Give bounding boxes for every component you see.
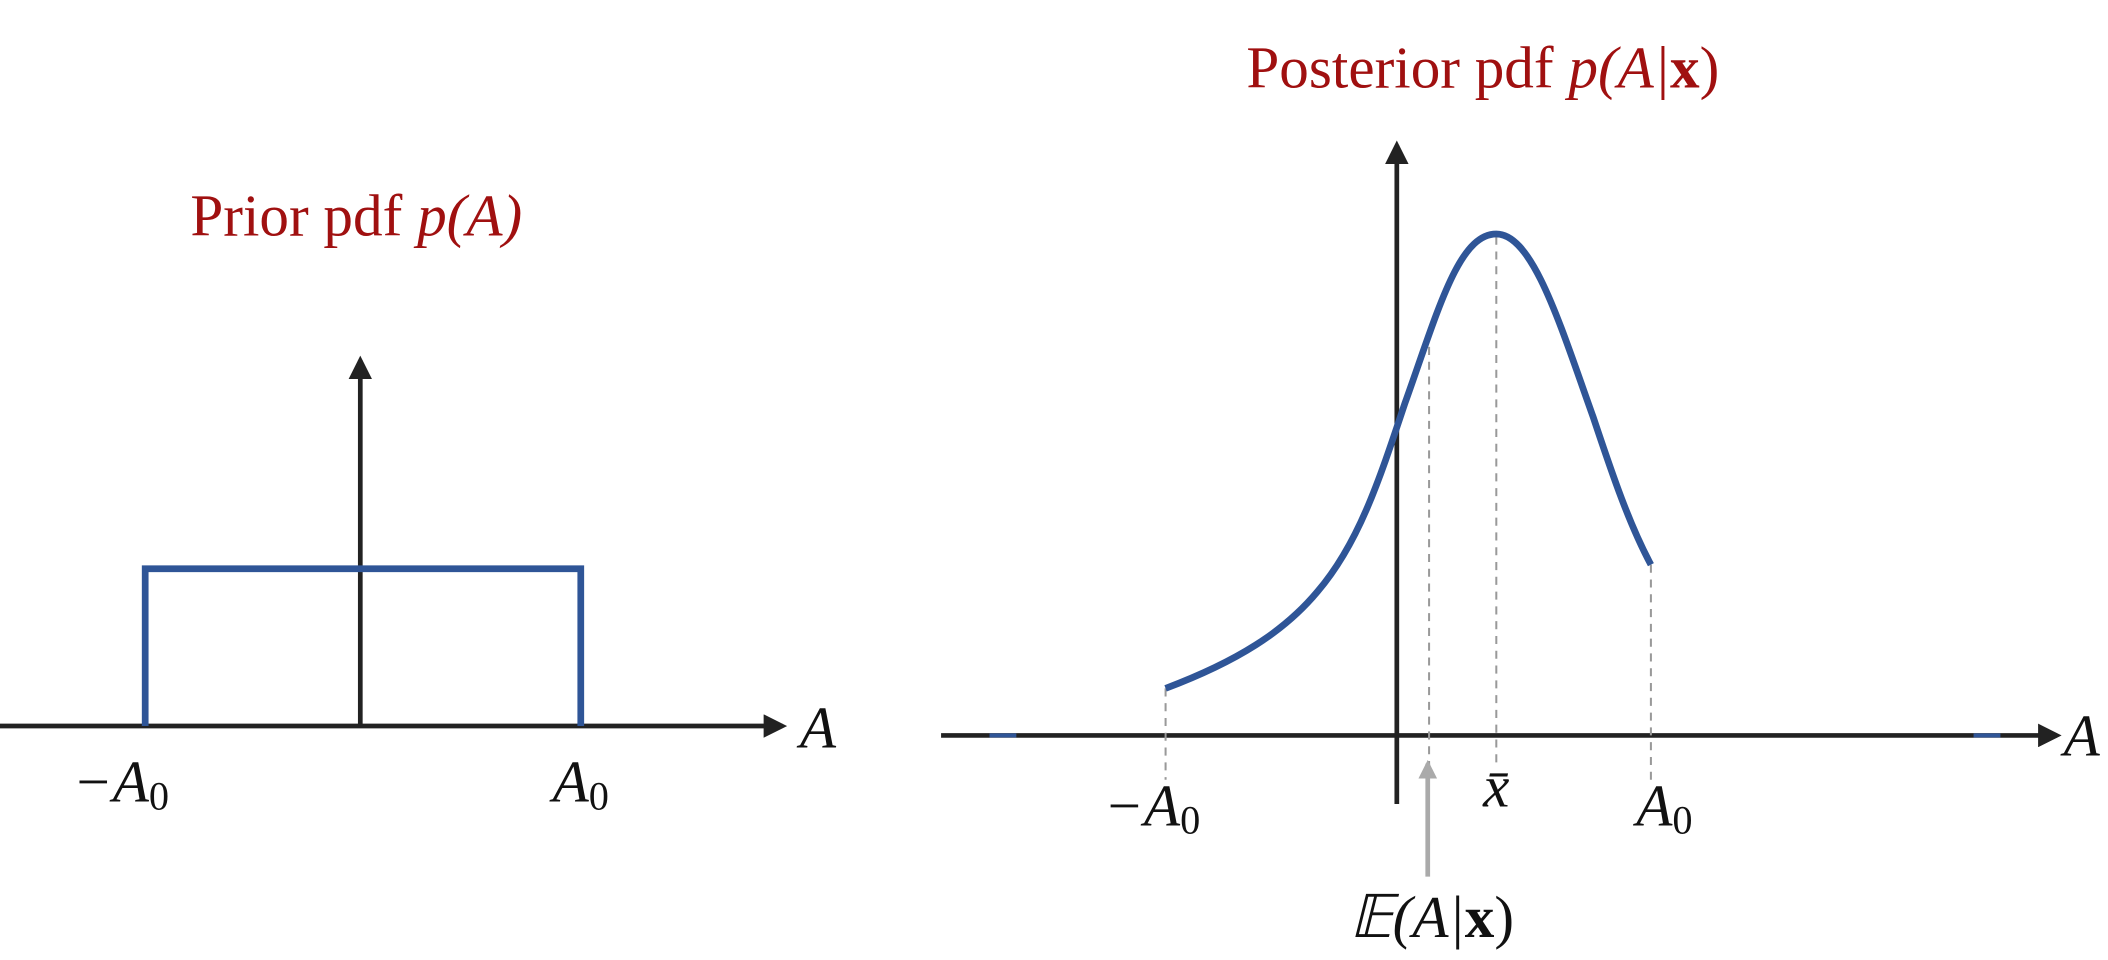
title-math: p(A) (413, 182, 522, 248)
title-math: ) (1700, 34, 1720, 100)
label-main: −A (73, 748, 150, 814)
expectation-label: 𝔼(A|x) (1350, 884, 1515, 950)
label-sub: 0 (1672, 798, 1692, 843)
posterior-curve (1164, 230, 1654, 692)
label-main: ) (1494, 884, 1514, 950)
label-main: A (549, 748, 590, 814)
right-label: A0 (1632, 773, 1692, 843)
label-bold: x (1465, 884, 1495, 950)
uniform-pdf (141, 565, 585, 727)
label-main: 𝔼(A| (1350, 884, 1465, 950)
posterior-title: Posterior pdf p(A|x) (1246, 34, 1719, 100)
right-label: A0 (549, 748, 609, 818)
label-sub: 0 (1180, 798, 1200, 843)
title-math: p(A| (1564, 34, 1670, 100)
label-sub: 0 (149, 773, 169, 818)
title-text: Posterior pdf (1246, 34, 1553, 100)
mean-label: x̄ (1482, 754, 1509, 820)
left-label: −A0 (1104, 773, 1200, 843)
prior-title: Prior pdf p(A) (190, 182, 522, 248)
axis-label: A (796, 695, 837, 761)
left-label: −A0 (73, 748, 169, 818)
title-text: Prior pdf (190, 182, 402, 248)
label-main: −A (1104, 773, 1181, 839)
label-sub: 0 (589, 773, 609, 818)
axis-label: A (2060, 703, 2101, 769)
label-main: A (1632, 773, 1673, 839)
title-math-bold: x (1670, 34, 1700, 100)
